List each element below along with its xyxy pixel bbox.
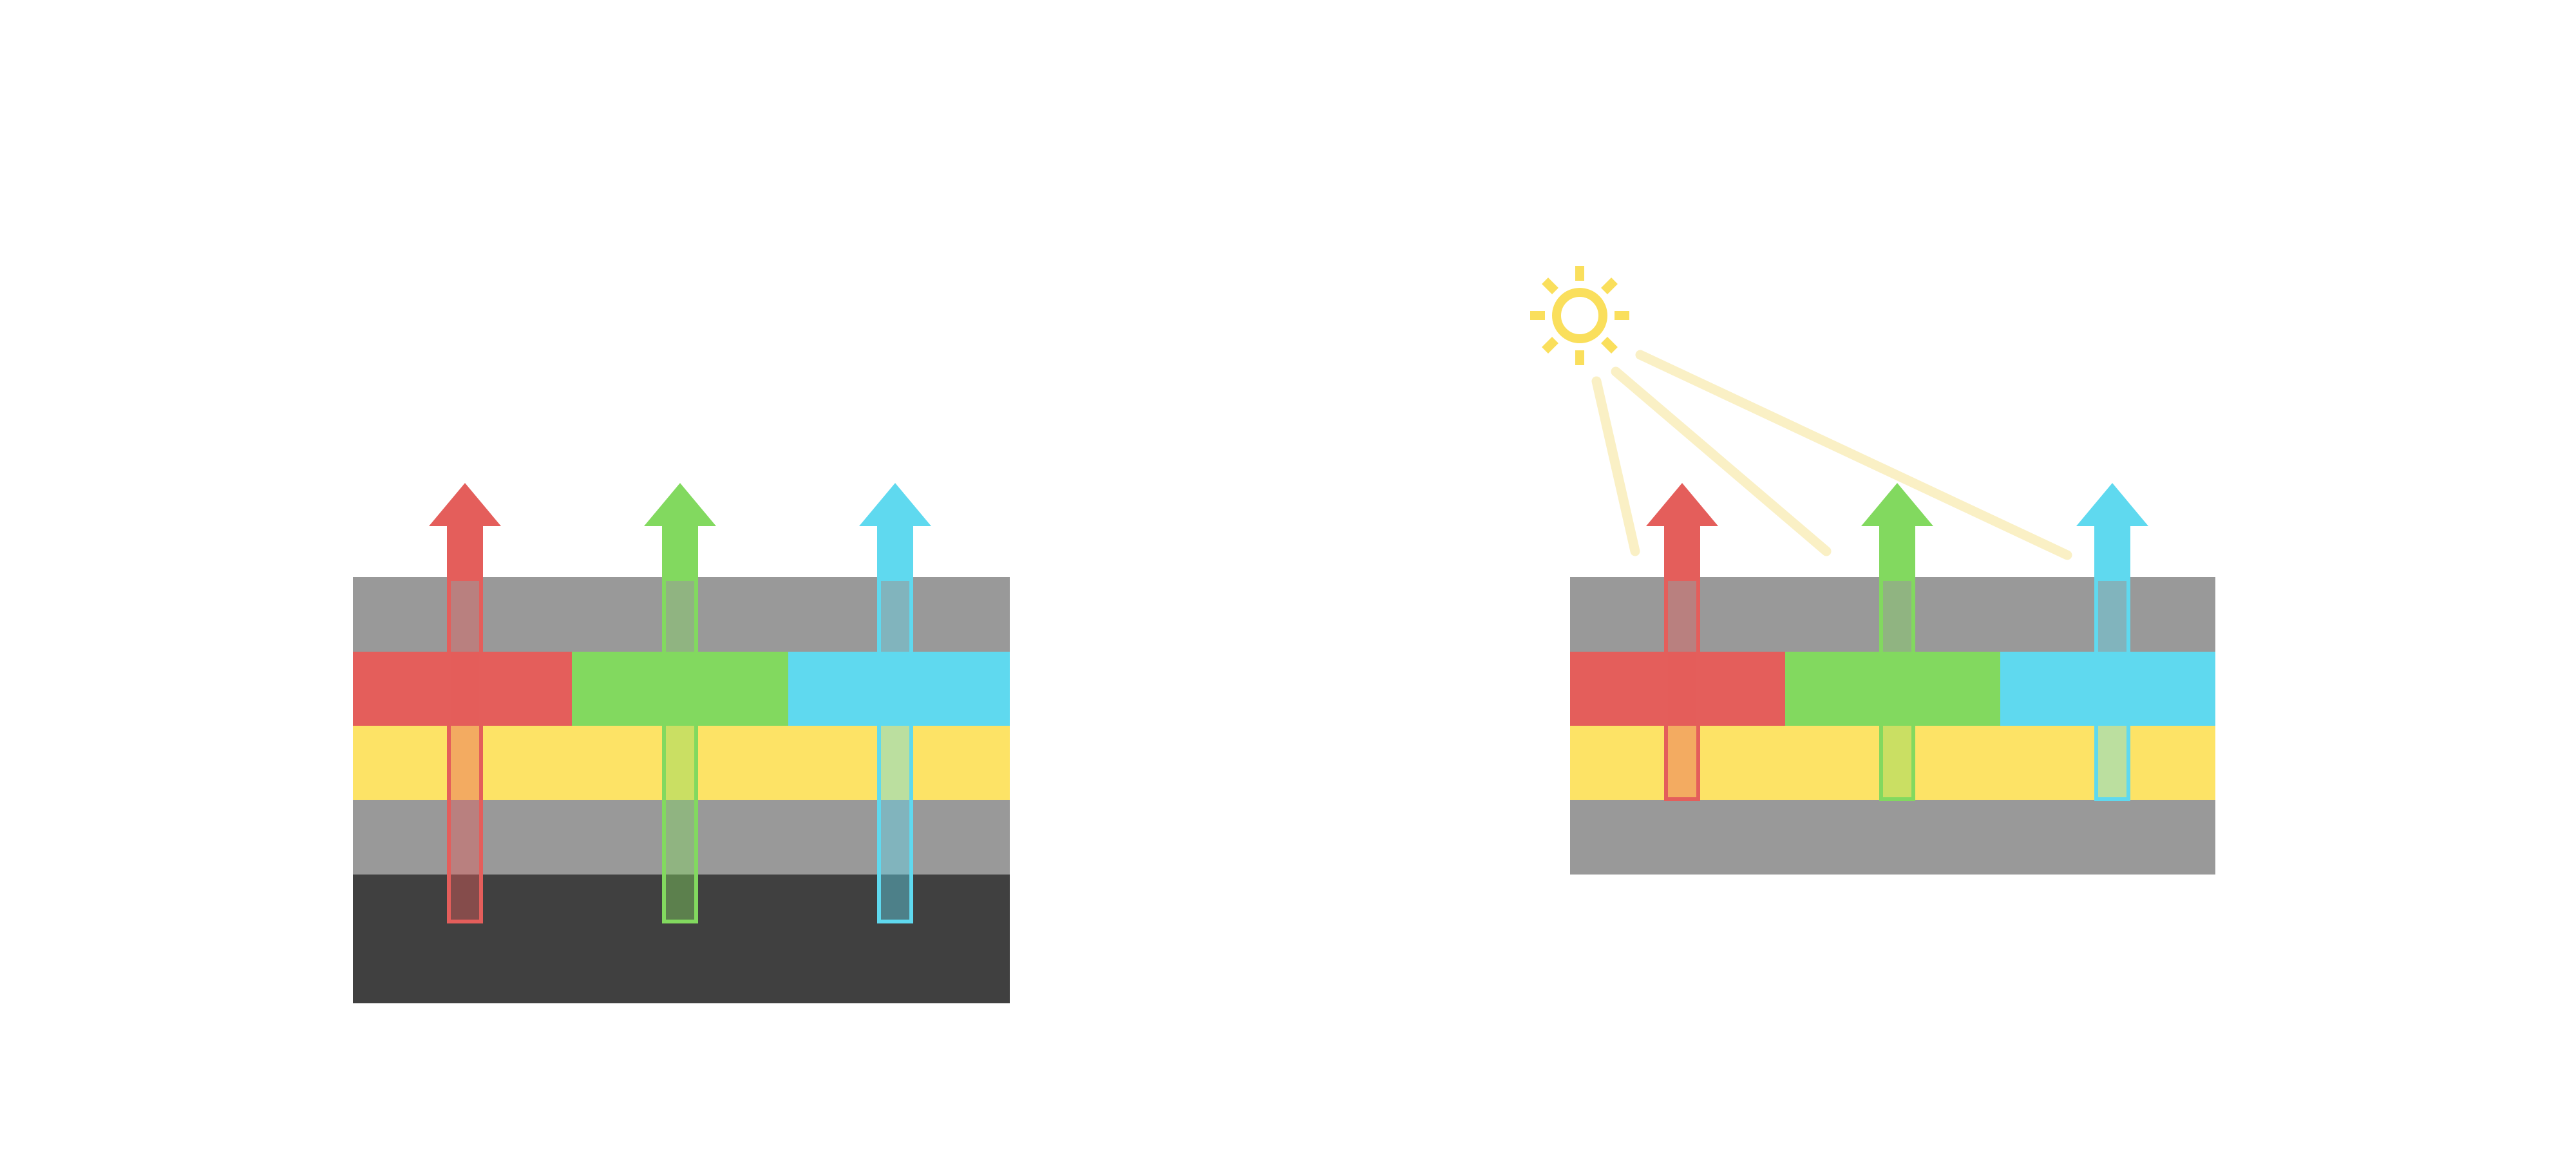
left-green-arrow [644, 483, 716, 923]
right-green-subpixel [1785, 652, 2000, 726]
left-red-arrow [429, 483, 501, 923]
right-stack-diagram [1530, 266, 2215, 875]
left-blue-subpixel [788, 652, 1010, 726]
right-yellow-layer [1570, 726, 2215, 800]
sun-beam-3 [1635, 350, 2072, 560]
left-stack-diagram [353, 483, 1010, 1003]
red-arrow-icon [1646, 483, 1718, 578]
right-bottom-gray-layer [1570, 800, 2215, 875]
red-arrow-shaft [1664, 577, 1700, 801]
right-blue-arrow [2076, 483, 2148, 801]
left-green-subpixel [572, 652, 788, 726]
right-red-arrow [1646, 483, 1718, 801]
sun-ray-nw [1542, 278, 1558, 294]
sun-icon [1530, 266, 1629, 365]
left-top-gray-layer [353, 577, 1010, 652]
blue-arrow-icon [2076, 483, 2148, 578]
right-red-subpixel [1570, 652, 1785, 726]
green-arrow-shaft [662, 577, 698, 923]
green-arrow-shaft [1879, 577, 1915, 801]
left-dark-substrate-layer [353, 875, 1010, 1003]
right-blue-subpixel [2000, 652, 2215, 726]
sunlight-beams [1591, 350, 2072, 560]
left-red-subpixel [353, 652, 572, 726]
sun-ray-sw [1542, 337, 1558, 354]
left-yellow-layer [353, 726, 1010, 800]
sun-core [1552, 288, 1607, 343]
left-lower-gray-layer [353, 800, 1010, 875]
sun-ray-se [1601, 337, 1618, 354]
blue-arrow-shaft [2094, 577, 2130, 801]
red-arrow-icon [429, 483, 501, 578]
green-arrow-icon [1861, 483, 1933, 578]
right-green-arrow [1861, 483, 1933, 801]
left-blue-arrow [859, 483, 931, 923]
right-top-gray-layer [1570, 577, 2215, 652]
red-arrow-shaft [447, 577, 483, 923]
sun-beam-2 [1611, 366, 1832, 556]
green-arrow-icon [644, 483, 716, 578]
sun-beam-1 [1591, 376, 1640, 556]
blue-arrow-shaft [877, 577, 913, 923]
blue-arrow-icon [859, 483, 931, 578]
sun-ray-ne [1601, 278, 1618, 294]
